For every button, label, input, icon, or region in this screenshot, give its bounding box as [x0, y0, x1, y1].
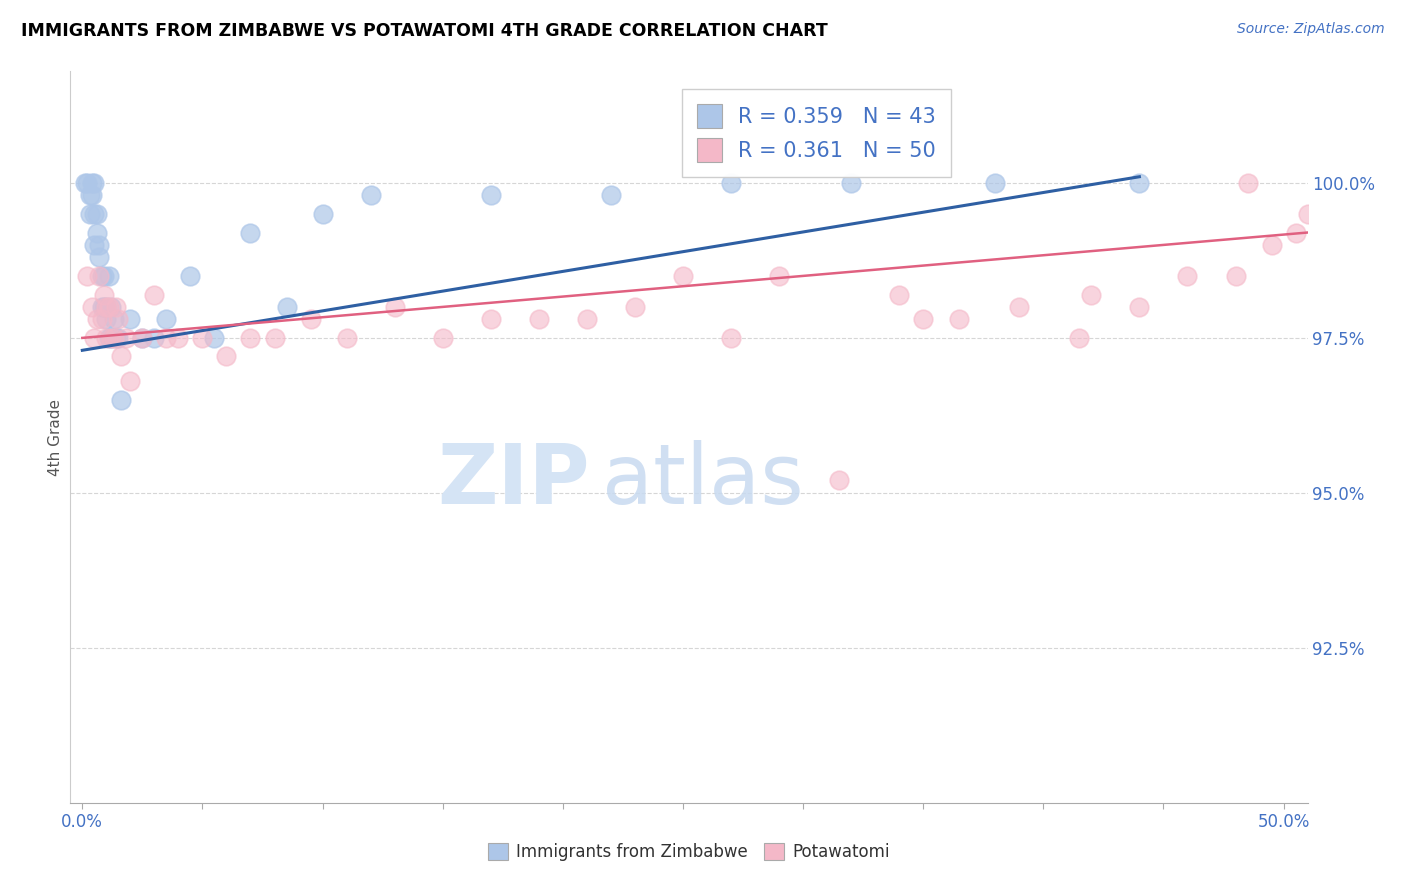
Point [155, 312, 177, 326]
Text: atlas: atlas [602, 441, 804, 522]
Point [76, 268, 98, 283]
Point [432, 331, 454, 345]
Point [311, 207, 333, 221]
Point [479, 312, 502, 326]
Point [103, 331, 125, 345]
Text: Source: ZipAtlas.com: Source: ZipAtlas.com [1237, 22, 1385, 37]
Point [1225, 268, 1247, 283]
Point [1128, 300, 1150, 314]
Point [93, 268, 115, 283]
Point [179, 268, 201, 283]
Point [110, 392, 132, 407]
Point [104, 331, 127, 345]
Point [79, 207, 101, 221]
Point [1128, 176, 1150, 190]
Point [1260, 238, 1282, 252]
Point [83, 176, 105, 190]
Point [575, 312, 598, 326]
Point [360, 188, 382, 202]
Point [1284, 226, 1306, 240]
Text: ZIP: ZIP [437, 441, 591, 522]
Point [110, 350, 132, 364]
Point [889, 287, 911, 301]
Point [83, 238, 105, 252]
Point [624, 300, 647, 314]
Point [89, 238, 111, 252]
Point [89, 268, 111, 283]
Point [948, 312, 970, 326]
Point [90, 300, 112, 314]
Point [155, 331, 177, 345]
Point [191, 331, 214, 345]
Point [984, 176, 1007, 190]
Point [828, 474, 851, 488]
Point [83, 331, 105, 345]
Point [204, 331, 226, 345]
Point [131, 331, 153, 345]
Point [86, 312, 108, 326]
Point [96, 300, 118, 314]
Point [1080, 287, 1102, 301]
Point [120, 312, 142, 326]
Text: IMMIGRANTS FROM ZIMBABWE VS POTAWATOMI 4TH GRADE CORRELATION CHART: IMMIGRANTS FROM ZIMBABWE VS POTAWATOMI 4… [21, 22, 828, 40]
Point [839, 176, 862, 190]
Point [672, 268, 695, 283]
Point [131, 331, 153, 345]
Point [83, 207, 105, 221]
Point [720, 331, 742, 345]
Point [1069, 331, 1091, 345]
Point [80, 188, 103, 202]
Point [599, 188, 621, 202]
Point [263, 331, 285, 345]
Point [73, 176, 96, 190]
Point [143, 287, 166, 301]
Point [114, 331, 136, 345]
Legend: Immigrants from Zimbabwe, Potawatomi: Immigrants from Zimbabwe, Potawatomi [481, 836, 897, 868]
Point [1236, 176, 1258, 190]
Point [100, 300, 122, 314]
Point [768, 268, 790, 283]
Point [239, 331, 262, 345]
Point [76, 176, 98, 190]
Point [90, 312, 112, 326]
Point [107, 312, 129, 326]
Y-axis label: 4th Grade: 4th Grade [48, 399, 63, 475]
Point [720, 176, 742, 190]
Point [80, 300, 103, 314]
Point [1296, 207, 1319, 221]
Point [93, 300, 115, 314]
Point [479, 188, 502, 202]
Point [1177, 268, 1199, 283]
Point [100, 331, 122, 345]
Point [384, 300, 406, 314]
Point [100, 331, 122, 345]
Point [90, 268, 112, 283]
Point [96, 331, 118, 345]
Point [86, 226, 108, 240]
Point [336, 331, 359, 345]
Point [96, 312, 118, 326]
Point [167, 331, 190, 345]
Point [79, 188, 101, 202]
Point [97, 331, 120, 345]
Point [1008, 300, 1031, 314]
Point [96, 300, 118, 314]
Point [912, 312, 935, 326]
Point [215, 350, 238, 364]
Point [103, 312, 125, 326]
Point [97, 300, 120, 314]
Point [86, 207, 108, 221]
Point [143, 331, 166, 345]
Point [299, 312, 322, 326]
Point [97, 268, 120, 283]
Point [89, 250, 111, 264]
Point [276, 300, 298, 314]
Point [120, 374, 142, 388]
Point [107, 331, 129, 345]
Point [104, 300, 127, 314]
Point [527, 312, 550, 326]
Point [93, 287, 115, 301]
Point [80, 176, 103, 190]
Point [239, 226, 262, 240]
